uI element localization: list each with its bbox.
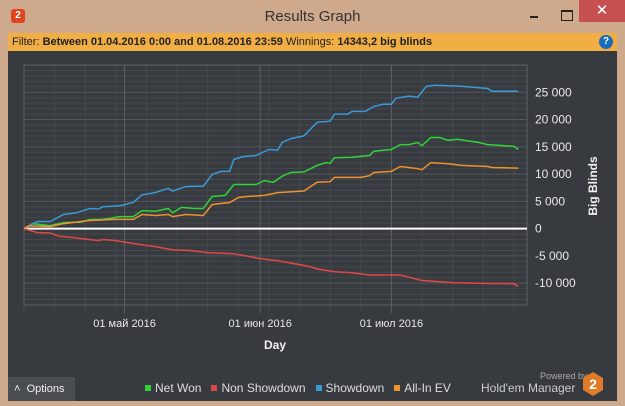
legend-swatch [315, 385, 322, 391]
app-logo-icon: 2 [11, 9, 25, 23]
legend-item-net-won[interactable]: Net Won [145, 381, 201, 395]
y-axis-title: Big Blinds [586, 156, 600, 216]
options-button[interactable]: ˄ Options [8, 377, 75, 401]
winnings-label: Winnings: [285, 36, 335, 48]
filter-label: Filter: [12, 36, 40, 48]
title-bar: 2 Results Graph ✕ [0, 0, 625, 34]
options-label: Options [26, 383, 65, 395]
series-line-all-in-ev [23, 161, 519, 230]
legend-swatch [145, 385, 151, 391]
legend-label: Showdown [325, 381, 385, 395]
close-button[interactable]: ✕ [579, 0, 625, 22]
legend-item-all-in-ev[interactable]: All-In EV [394, 381, 451, 395]
maximize-button[interactable] [552, 4, 582, 24]
chart-legend: Net Won Non Showdown Showdown All-In EV [145, 381, 451, 395]
y-tick-label: 25 000 [535, 85, 572, 99]
y-tick-label: -5 000 [535, 249, 569, 263]
legend-label: Non Showdown [221, 381, 306, 395]
legend-item-showdown[interactable]: Showdown [315, 381, 385, 395]
legend-swatch [211, 385, 218, 391]
y-tick-label: 20 000 [535, 113, 572, 127]
plot-frame [23, 64, 528, 306]
y-tick-label: -10 000 [535, 276, 576, 290]
legend-label: Net Won [155, 381, 202, 395]
brand-name: Hold'em Manager [481, 381, 576, 395]
help-icon[interactable]: ? [599, 35, 613, 49]
powered-by-text: Powered by [540, 371, 588, 381]
filter-bar: Filter: Between 01.04.2016 0:00 and 01.0… [8, 33, 617, 51]
results-chart: 01 май 2016 01 июн 2016 01 июл 2016 25 000 2… [23, 64, 600, 352]
graph-panel: 01 май 2016 01 июн 2016 01 июл 2016 25 000 2… [8, 51, 617, 401]
x-tick-label: 01 июн 2016 [229, 318, 292, 330]
winnings-value: 14343,2 big blinds [337, 36, 433, 48]
y-tick-label: 15 000 [535, 140, 572, 154]
legend-label: All-In EV [404, 381, 451, 395]
series-line-net-won [23, 136, 519, 230]
y-tick-label: 5 000 [535, 194, 565, 208]
series-line-showdown [23, 84, 519, 230]
chevron-up-icon: ˄ [14, 383, 21, 395]
y-tick-label: 0 [535, 222, 542, 236]
y-tick-label: 10 000 [535, 167, 572, 181]
series-line-non-showdown [23, 227, 519, 288]
x-axis-title: Day [264, 338, 286, 352]
holdem-manager-logo-icon: 2 [583, 372, 603, 396]
legend-item-non-showdown[interactable]: Non Showdown [211, 381, 306, 395]
x-tick-label: 01 май 2016 [93, 318, 156, 330]
legend-swatch [394, 385, 401, 391]
minimize-button[interactable] [520, 4, 550, 24]
window-title: Results Graph [264, 8, 361, 25]
filter-value: Between 01.04.2016 0:00 and 01.08.2016 2… [42, 36, 283, 48]
x-tick-label: 01 июл 2016 [360, 318, 423, 330]
